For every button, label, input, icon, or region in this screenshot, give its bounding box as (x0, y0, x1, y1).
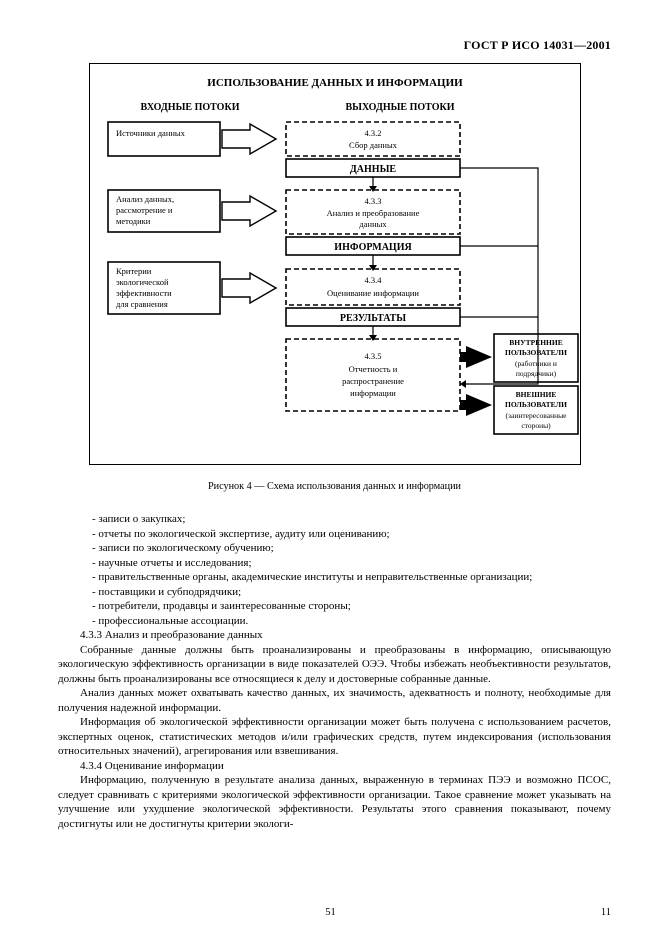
list-item: - отчеты по экологической экспертизе, ау… (58, 527, 611, 542)
svg-text:экологической: экологической (116, 277, 169, 287)
svg-text:для сравнения: для сравнения (116, 299, 168, 309)
svg-text:4.3.5: 4.3.5 (364, 351, 381, 361)
svg-text:подрядчики): подрядчики) (515, 369, 556, 378)
paragraph: Анализ данных может охватывать качество … (58, 686, 611, 715)
list-item: - правительственные органы, академически… (58, 570, 611, 585)
figure-caption: Рисунок 4 — Схема использования данных и… (58, 481, 611, 492)
paragraph: Собранные данные должны быть проанализир… (58, 643, 611, 687)
body-text: - записи о закупках; - отчеты по экологи… (58, 512, 611, 831)
svg-text:данных: данных (359, 219, 387, 229)
svg-text:4.3.3: 4.3.3 (364, 196, 381, 206)
paragraph: Информация об экологической эффективност… (58, 715, 611, 759)
section-434-title: 4.3.4 Оценивание информации (58, 759, 611, 774)
flowchart-svg: ИСПОЛЬЗОВАНИЕ ДАННЫХ И ИНФОРМАЦИИ ВХОДНЫ… (90, 64, 580, 464)
list-item: - записи по экологическому обучению; (58, 541, 611, 556)
svg-text:Сбор данных: Сбор данных (349, 140, 398, 150)
svg-text:ДАННЫЕ: ДАННЫЕ (349, 164, 395, 175)
list-item: - поставщики и субподрядчики; (58, 585, 611, 600)
list-item: - научные отчеты и исследования; (58, 556, 611, 571)
svg-text:Отчетность и: Отчетность и (348, 364, 397, 374)
svg-text:Критерии: Критерии (116, 266, 152, 276)
page-number-right: 11 (601, 907, 611, 918)
svg-text:4.3.2: 4.3.2 (364, 128, 381, 138)
svg-text:информации: информации (350, 388, 396, 398)
standard-code: ГОСТ Р ИСО 14031—2001 (58, 38, 611, 53)
paragraph: Информацию, полученную в результате анал… (58, 773, 611, 831)
in-box-1-l1: Источники данных (116, 128, 186, 138)
svg-text:(заинтересованные: (заинтересованные (505, 411, 567, 420)
svg-text:ИНФОРМАЦИЯ: ИНФОРМАЦИЯ (334, 242, 412, 253)
svg-text:(работники и: (работники и (515, 359, 557, 368)
svg-text:Анализ и преобразование: Анализ и преобразование (326, 208, 419, 218)
svg-text:ПОЛЬЗОВАТЕЛИ: ПОЛЬЗОВАТЕЛИ (505, 348, 567, 357)
svg-text:методики: методики (116, 216, 151, 226)
svg-text:рассмотрение и: рассмотрение и (116, 205, 173, 215)
col-in-header: ВХОДНЫЕ ПОТОКИ (140, 102, 239, 113)
svg-text:стороны): стороны) (521, 421, 551, 430)
svg-text:Оценивание информации: Оценивание информации (327, 288, 419, 298)
svg-text:ПОЛЬЗОВАТЕЛИ: ПОЛЬЗОВАТЕЛИ (505, 400, 567, 409)
list-item: - профессиональные ассоциации. (58, 614, 611, 629)
dia-title: ИСПОЛЬЗОВАНИЕ ДАННЫХ И ИНФОРМАЦИИ (207, 77, 463, 89)
list-item: - записи о закупках; (58, 512, 611, 527)
list-item: - потребители, продавцы и заинтересованн… (58, 599, 611, 614)
svg-text:распространение: распространение (342, 376, 404, 386)
svg-text:4.3.4: 4.3.4 (364, 275, 382, 285)
svg-text:эффективности: эффективности (116, 288, 172, 298)
section-433-title: 4.3.3 Анализ и преобразование данных (58, 628, 611, 643)
col-out-header: ВЫХОДНЫЕ ПОТОКИ (345, 102, 454, 113)
svg-text:Анализ данных,: Анализ данных, (116, 194, 174, 204)
diagram-frame: ИСПОЛЬЗОВАНИЕ ДАННЫХ И ИНФОРМАЦИИ ВХОДНЫ… (89, 63, 581, 465)
svg-text:ВНУТРЕННИЕ: ВНУТРЕННИЕ (509, 338, 562, 347)
page-number-center: 51 (0, 907, 661, 918)
svg-text:ВНЕШНИЕ: ВНЕШНИЕ (515, 390, 556, 399)
svg-text:РЕЗУЛЬТАТЫ: РЕЗУЛЬТАТЫ (339, 313, 405, 324)
